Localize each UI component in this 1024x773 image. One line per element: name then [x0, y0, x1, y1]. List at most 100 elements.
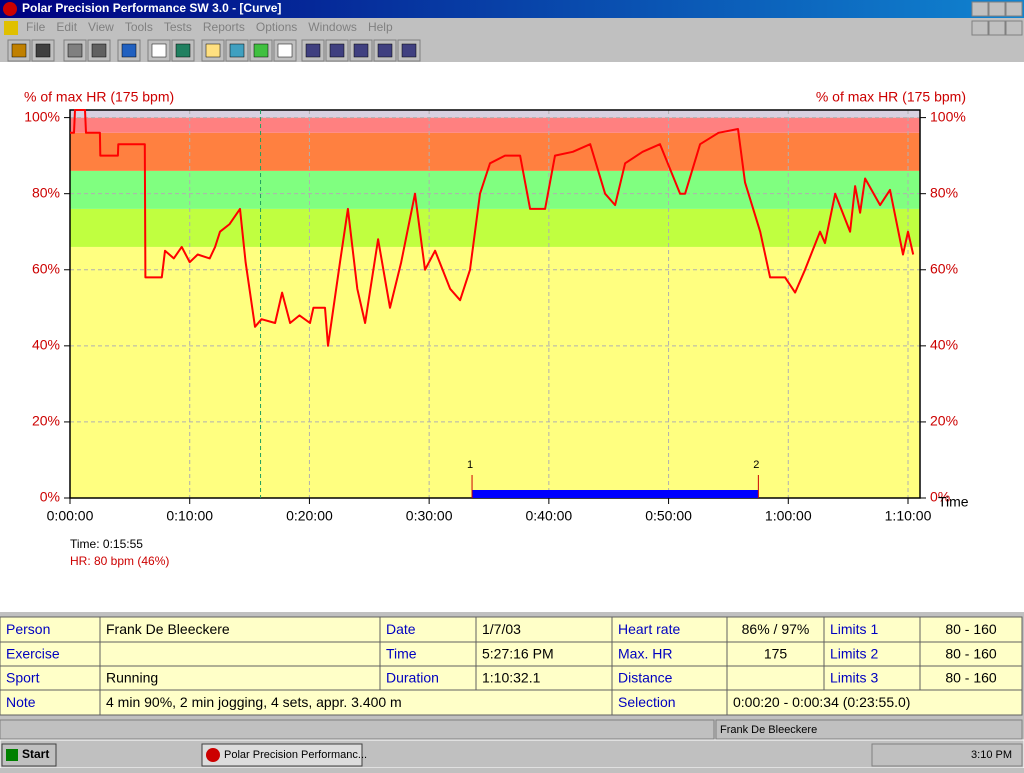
- x-axis-label: Time: [938, 494, 969, 510]
- toolbar-icon: [353, 43, 369, 58]
- y2-tick-label: 40%: [930, 337, 958, 353]
- selection-label: 2: [753, 459, 759, 471]
- field-value: 1/7/03: [482, 621, 521, 637]
- toolbar-icon: [229, 43, 245, 58]
- minimize-button[interactable]: [971, 20, 989, 36]
- hr-zone: [70, 110, 920, 118]
- minimize-button[interactable]: [971, 1, 989, 17]
- menu-item[interactable]: Reports: [203, 20, 245, 34]
- y-tick-label: 40%: [32, 337, 60, 353]
- menu-item[interactable]: Windows: [308, 20, 357, 34]
- field-value: 175: [764, 646, 788, 662]
- toolbar-icon: [91, 43, 107, 58]
- hr-zone: [70, 208, 920, 247]
- menu-item[interactable]: Options: [256, 20, 297, 34]
- toolbar-icon: [151, 43, 167, 58]
- y-axis-label: % of max HR (175 bpm): [24, 89, 174, 105]
- hr-line: [70, 109, 915, 347]
- close-button[interactable]: [1005, 20, 1023, 36]
- window-controls: [971, 1, 1023, 36]
- field-value: 80 - 160: [945, 621, 997, 637]
- close-button[interactable]: [1005, 1, 1023, 17]
- restore-button[interactable]: [988, 20, 1006, 36]
- field-label: Duration: [386, 670, 439, 686]
- field-value: 80 - 160: [945, 670, 997, 686]
- table-cell: [611, 665, 728, 691]
- field-label: Limits 3: [830, 670, 878, 686]
- table-cell: [726, 641, 825, 667]
- hr-zone: [70, 117, 920, 133]
- start-label: Start: [22, 747, 49, 761]
- status-user: Frank De Bleeckere: [720, 724, 817, 736]
- field-label: Person: [6, 621, 50, 637]
- field-value: Running: [106, 670, 158, 686]
- table-cell: [726, 665, 825, 691]
- hr-zone: [70, 246, 920, 498]
- task-label: Polar Precision Performanc...: [224, 749, 367, 761]
- y2-tick-label: 60%: [930, 260, 958, 276]
- table-cell: [0, 665, 101, 691]
- field-value: Frank De Bleeckere: [106, 621, 230, 637]
- field-value: 5:27:16 PM: [482, 646, 554, 662]
- menu-item[interactable]: File: [26, 20, 46, 34]
- toolbar-icon: [253, 43, 269, 58]
- menu-item[interactable]: Tests: [164, 20, 192, 34]
- quick-launch: [70, 747, 190, 763]
- menu-item[interactable]: Edit: [56, 20, 77, 34]
- field-value: 0:00:20 - 0:00:34 (0:23:55.0): [733, 694, 910, 710]
- field-label: Max. HR: [618, 646, 672, 662]
- field-value: 1:10:32.1: [482, 670, 541, 686]
- restore-button[interactable]: [988, 1, 1006, 17]
- table-cell: [99, 665, 381, 691]
- y-tick-label: 100%: [24, 108, 60, 124]
- y-tick-label: 0%: [40, 489, 60, 505]
- toolbar-icon: [401, 43, 417, 58]
- toolbar-icon: [377, 43, 393, 58]
- field-label: Selection: [618, 694, 676, 710]
- x-tick-label: 1:10:00: [885, 508, 932, 524]
- table-cell: [919, 616, 1023, 643]
- y2-tick-label: 80%: [930, 184, 958, 200]
- menu-item[interactable]: View: [88, 20, 114, 34]
- hr-zone: [70, 132, 920, 171]
- y2-tick-label: 20%: [930, 413, 958, 429]
- toolbar-icon: [35, 43, 51, 58]
- toolbar-icon: [305, 43, 321, 58]
- table-cell: [99, 689, 613, 716]
- field-label: Distance: [618, 670, 673, 686]
- chart: % of max HR (175 bpm) % of max HR (175 bp…: [24, 89, 969, 568]
- cursor-readout: HR: 80 bpm (46%): [70, 554, 169, 568]
- menu-bar: File Edit View Tools Tests Reports Options Wind…: [4, 20, 393, 35]
- app-icon: [3, 2, 17, 16]
- status-pane: [715, 719, 1023, 740]
- task-icon: [206, 748, 220, 762]
- y-tick-label: 80%: [32, 184, 60, 200]
- table-cell: [0, 689, 101, 716]
- menu-item[interactable]: Help: [368, 20, 393, 34]
- toolbar-icon: [67, 43, 83, 58]
- toolbar-icon: [11, 43, 27, 58]
- table-cell: [726, 689, 1023, 716]
- selection-bar: [472, 490, 759, 498]
- table-cell: [823, 616, 921, 643]
- selection-label: 1: [467, 459, 473, 471]
- field-label: Heart rate: [618, 621, 680, 637]
- title-bar: [0, 0, 1024, 18]
- x-tick-label: 0:40:00: [525, 508, 572, 524]
- x-tick-label: 0:20:00: [286, 508, 333, 524]
- menu-item[interactable]: Tools: [125, 20, 153, 34]
- task-button[interactable]: [201, 743, 363, 767]
- field-label: Date: [386, 621, 416, 637]
- field-label: Limits 2: [830, 646, 878, 662]
- status-pane: [0, 719, 715, 740]
- system-tray: [871, 743, 1023, 767]
- field-label: Note: [6, 694, 36, 710]
- x-tick-label: 0:50:00: [645, 508, 692, 524]
- table-cell: [726, 616, 825, 643]
- table-cell: [475, 665, 613, 691]
- menu-icon: [4, 21, 18, 35]
- y2-axis-label: % of max HR (175 bpm): [816, 89, 966, 105]
- field-value: 86% / 97%: [742, 621, 810, 637]
